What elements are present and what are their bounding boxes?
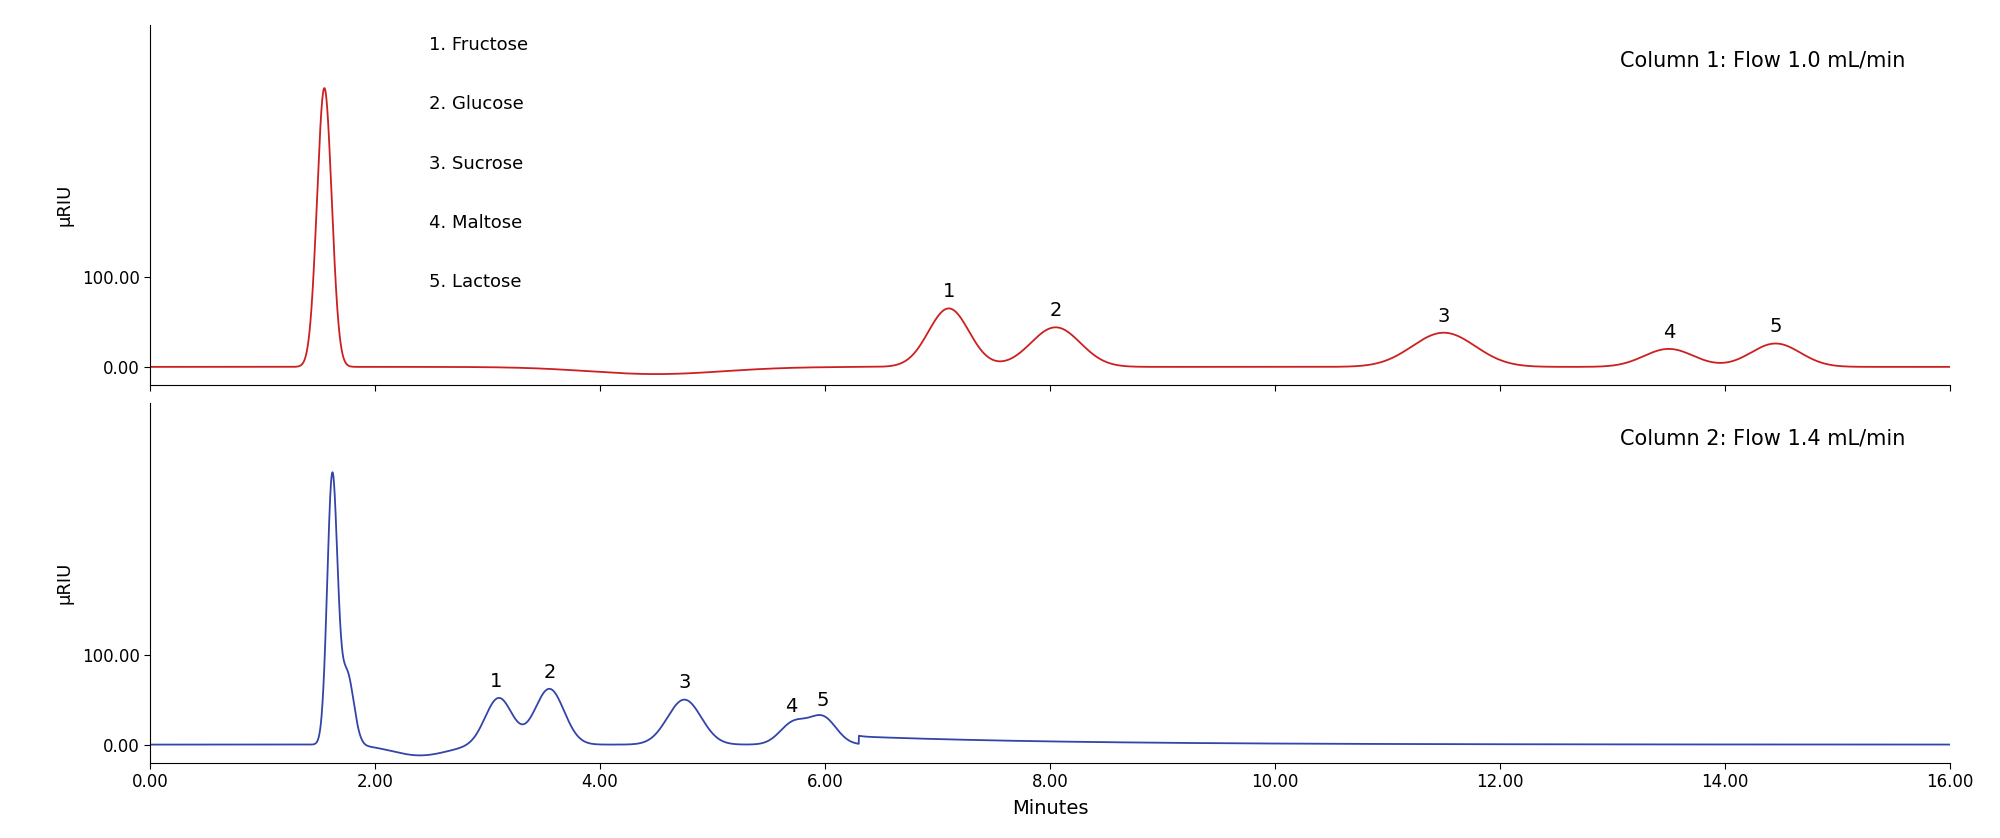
Text: 3. Sucrose: 3. Sucrose (428, 155, 524, 173)
Text: Column 2: Flow 1.4 mL/min: Column 2: Flow 1.4 mL/min (1620, 428, 1904, 448)
Text: 5: 5 (1770, 318, 1782, 336)
Text: 1: 1 (942, 282, 954, 301)
Text: 1: 1 (490, 671, 502, 691)
Text: 2. Glucose: 2. Glucose (428, 96, 524, 113)
Text: 4: 4 (786, 697, 798, 716)
X-axis label: Minutes: Minutes (1012, 799, 1088, 819)
Text: 5: 5 (816, 691, 830, 711)
Text: 5. Lactose: 5. Lactose (428, 273, 522, 292)
Text: 2: 2 (1050, 301, 1062, 320)
Text: 4: 4 (1662, 323, 1674, 342)
Text: 3: 3 (1438, 307, 1450, 325)
Text: Column 1: Flow 1.0 mL/min: Column 1: Flow 1.0 mL/min (1620, 50, 1904, 70)
Text: 3: 3 (678, 674, 690, 692)
Text: 2: 2 (544, 663, 556, 681)
Y-axis label: μRIU: μRIU (56, 561, 74, 604)
Y-axis label: μRIU: μRIU (56, 184, 74, 226)
Text: 1. Fructose: 1. Fructose (428, 36, 528, 54)
Text: 4. Maltose: 4. Maltose (428, 214, 522, 232)
